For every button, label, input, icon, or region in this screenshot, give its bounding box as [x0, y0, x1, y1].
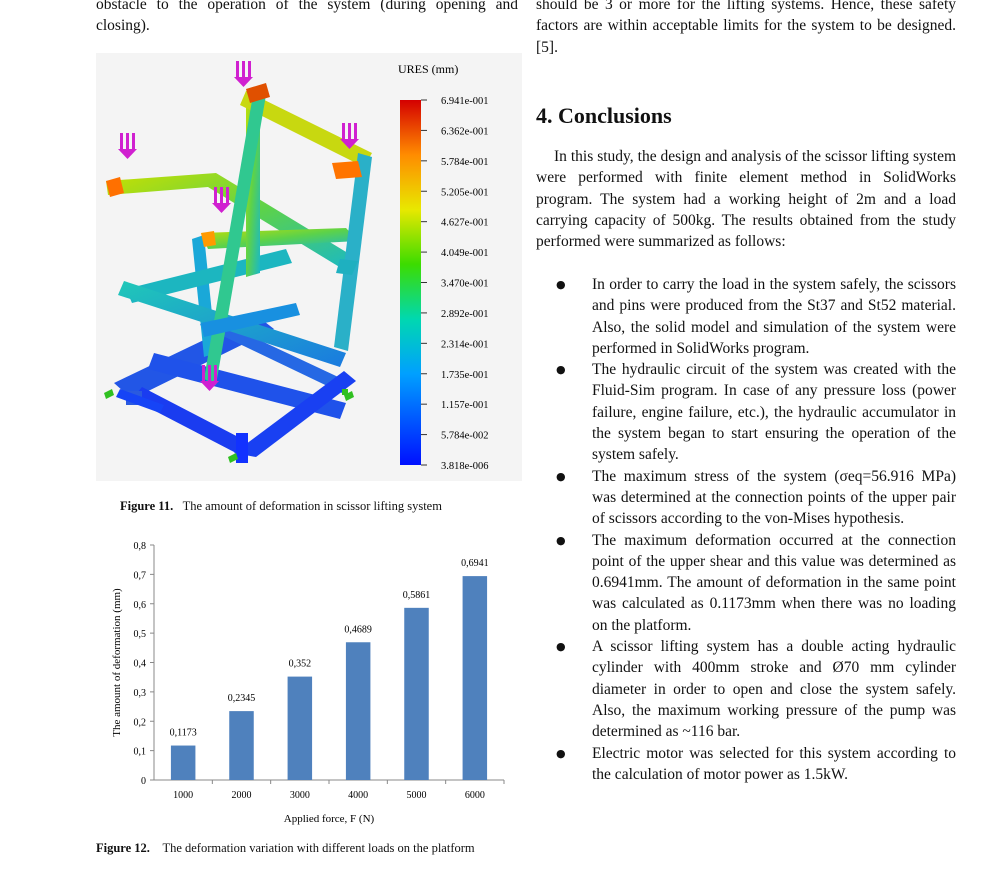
legend-tick-label: 6.362e-001: [441, 126, 489, 137]
ures-legend: URES (mm) 6.941e-001 6.362e-001 5.784e-001…: [398, 62, 489, 472]
legend-color-bar: [400, 100, 421, 465]
bar: [229, 711, 254, 780]
bar-value-label: 0,352: [289, 659, 312, 670]
y-tick-label: 0,7: [134, 570, 147, 581]
bar: [462, 576, 488, 780]
load-arrows: [118, 61, 359, 391]
legend-title: URES (mm): [398, 62, 458, 76]
chart-data-labels: 0,1173 0,2345 0,352 0,4689 0,5861 0,6941: [170, 558, 489, 738]
list-item: ● The maximum deformation occurred at the…: [536, 530, 956, 636]
figure-11-deformation-render: URES (mm) 6.941e-001 6.362e-001 5.784e-001…: [96, 53, 522, 481]
bar: [170, 745, 196, 780]
bar-value-label: 0,5861: [403, 590, 431, 601]
conclusions-intro: In this study, the design and analysis o…: [536, 148, 956, 251]
chart-x-ticks: 1000 2000 3000 4000 5000 6000: [173, 780, 505, 801]
list-item-text: The hydraulic circuit of the system was …: [592, 361, 956, 464]
bullet-icon: ●: [556, 363, 566, 377]
x-tick-label: 2000: [232, 790, 252, 801]
list-item-text: A scissor lifting system has a double ac…: [592, 638, 956, 741]
bullet-icon: ●: [556, 640, 566, 654]
lower-frame: [114, 315, 356, 463]
x-tick-label: 3000: [290, 790, 310, 801]
legend-tick-label: 5.784e-001: [441, 157, 489, 168]
figure-12-bar-chart: 0,1173 0,2345 0,352 0,4689 0,5861 0,6941 0 0,1…: [96, 535, 526, 835]
list-item-text: The maximum stress of the system (σeq=56…: [592, 467, 956, 528]
deformation-render-svg: URES (mm) 6.941e-001 6.362e-001 5.784e-001…: [104, 61, 489, 472]
x-tick-label: 1000: [173, 790, 193, 801]
y-tick-label: 0,6: [134, 600, 147, 611]
bullet-icon: ●: [556, 278, 566, 291]
legend-tick-label: 5.205e-001: [441, 187, 489, 198]
right-column-top-text: should be 3 or more for the lifting syst…: [536, 0, 956, 56]
legend-tick-label: 3.470e-001: [441, 279, 489, 290]
x-tick-label: 4000: [348, 790, 368, 801]
x-tick-label: 6000: [465, 790, 485, 801]
bar: [404, 607, 429, 780]
list-item-text: In order to carry the load in the system…: [592, 276, 956, 357]
y-tick-label: 0,4: [134, 659, 147, 670]
bar-value-label: 0,2345: [228, 693, 256, 704]
bullet-icon: ●: [556, 746, 566, 760]
bar-value-label: 0,1173: [170, 728, 197, 739]
chart-bars: [170, 576, 488, 780]
left-column-top-text: obstacle to the operation of the system …: [96, 0, 518, 35]
y-tick-label: 0,8: [134, 541, 147, 552]
y-tick-label: 0: [141, 776, 146, 787]
bar: [287, 676, 313, 780]
y-tick-label: 0,5: [134, 629, 147, 640]
figure-12-caption: Figure 12. The deformation variation wit…: [96, 840, 516, 857]
y-tick-label: 0,1: [134, 747, 147, 758]
y-tick-label: 0,2: [134, 717, 147, 728]
figure-11-text: The amount of deformation in scissor lif…: [182, 499, 442, 513]
bullet-icon: ●: [556, 533, 566, 547]
list-item: ● In order to carry the load in the syste…: [536, 274, 956, 359]
legend-tick-label: 6.941e-001: [441, 96, 489, 107]
figure-11-label: Figure 11.: [120, 499, 174, 513]
chart-y-axis-label: The amount of deformation (mm): [111, 588, 123, 737]
bar-value-label: 0,6941: [461, 558, 489, 569]
y-tick-label: 0,3: [134, 688, 147, 699]
list-item: ● Electric motor was selected for this sy…: [536, 743, 956, 786]
legend-tick-label: 5.784e-002: [441, 431, 489, 442]
legend-tick-label: 4.627e-001: [441, 218, 489, 229]
chart-y-ticks: 0 0,1 0,2 0,3 0,4 0,5 0,6 0,7 0,8: [134, 541, 154, 787]
legend-tick-label: 1.157e-001: [441, 400, 489, 411]
bullet-icon: ●: [556, 469, 566, 483]
list-item: ● A scissor lifting system has a double a…: [536, 636, 956, 742]
list-item: ● The maximum stress of the system (σeq=5…: [536, 466, 956, 530]
legend-tick-label: 4.049e-001: [441, 248, 489, 259]
conclusions-bullet-list: ● In order to carry the load in the syste…: [536, 274, 956, 785]
list-item-text: Electric motor was selected for this sys…: [592, 744, 956, 783]
chart-svg: 0,1173 0,2345 0,352 0,4689 0,5861 0,6941 0 0,1…: [111, 541, 505, 825]
legend-tick-label: 3.818e-006: [441, 461, 489, 472]
chart-x-axis-label: Applied force, F (N): [284, 813, 375, 825]
x-tick-label: 5000: [407, 790, 427, 801]
figure-11-caption: Figure 11. The amount of deformation in …: [120, 499, 442, 514]
legend-tick-label: 1.735e-001: [441, 370, 489, 381]
conclusions-heading: 4. Conclusions: [536, 103, 672, 128]
list-item: ● The hydraulic circuit of the system was…: [536, 359, 956, 465]
figure-12-label: Figure 12.: [96, 841, 150, 855]
list-item-text: The maximum deformation occurred at the …: [592, 531, 956, 634]
bar: [345, 642, 371, 780]
figure-12-text: The deformation variation with different…: [162, 841, 475, 855]
scissor-arms: [106, 83, 372, 385]
fixture-markers: [104, 389, 354, 463]
legend-tick-label: 2.314e-001: [441, 339, 489, 350]
chart-axes: [153, 545, 504, 781]
legend-tick-label: 2.892e-001: [441, 309, 489, 320]
legend-ticks: 6.941e-001 6.362e-001 5.784e-001 5.205e-001…: [421, 96, 489, 472]
bar-value-label: 0,4689: [344, 624, 372, 635]
